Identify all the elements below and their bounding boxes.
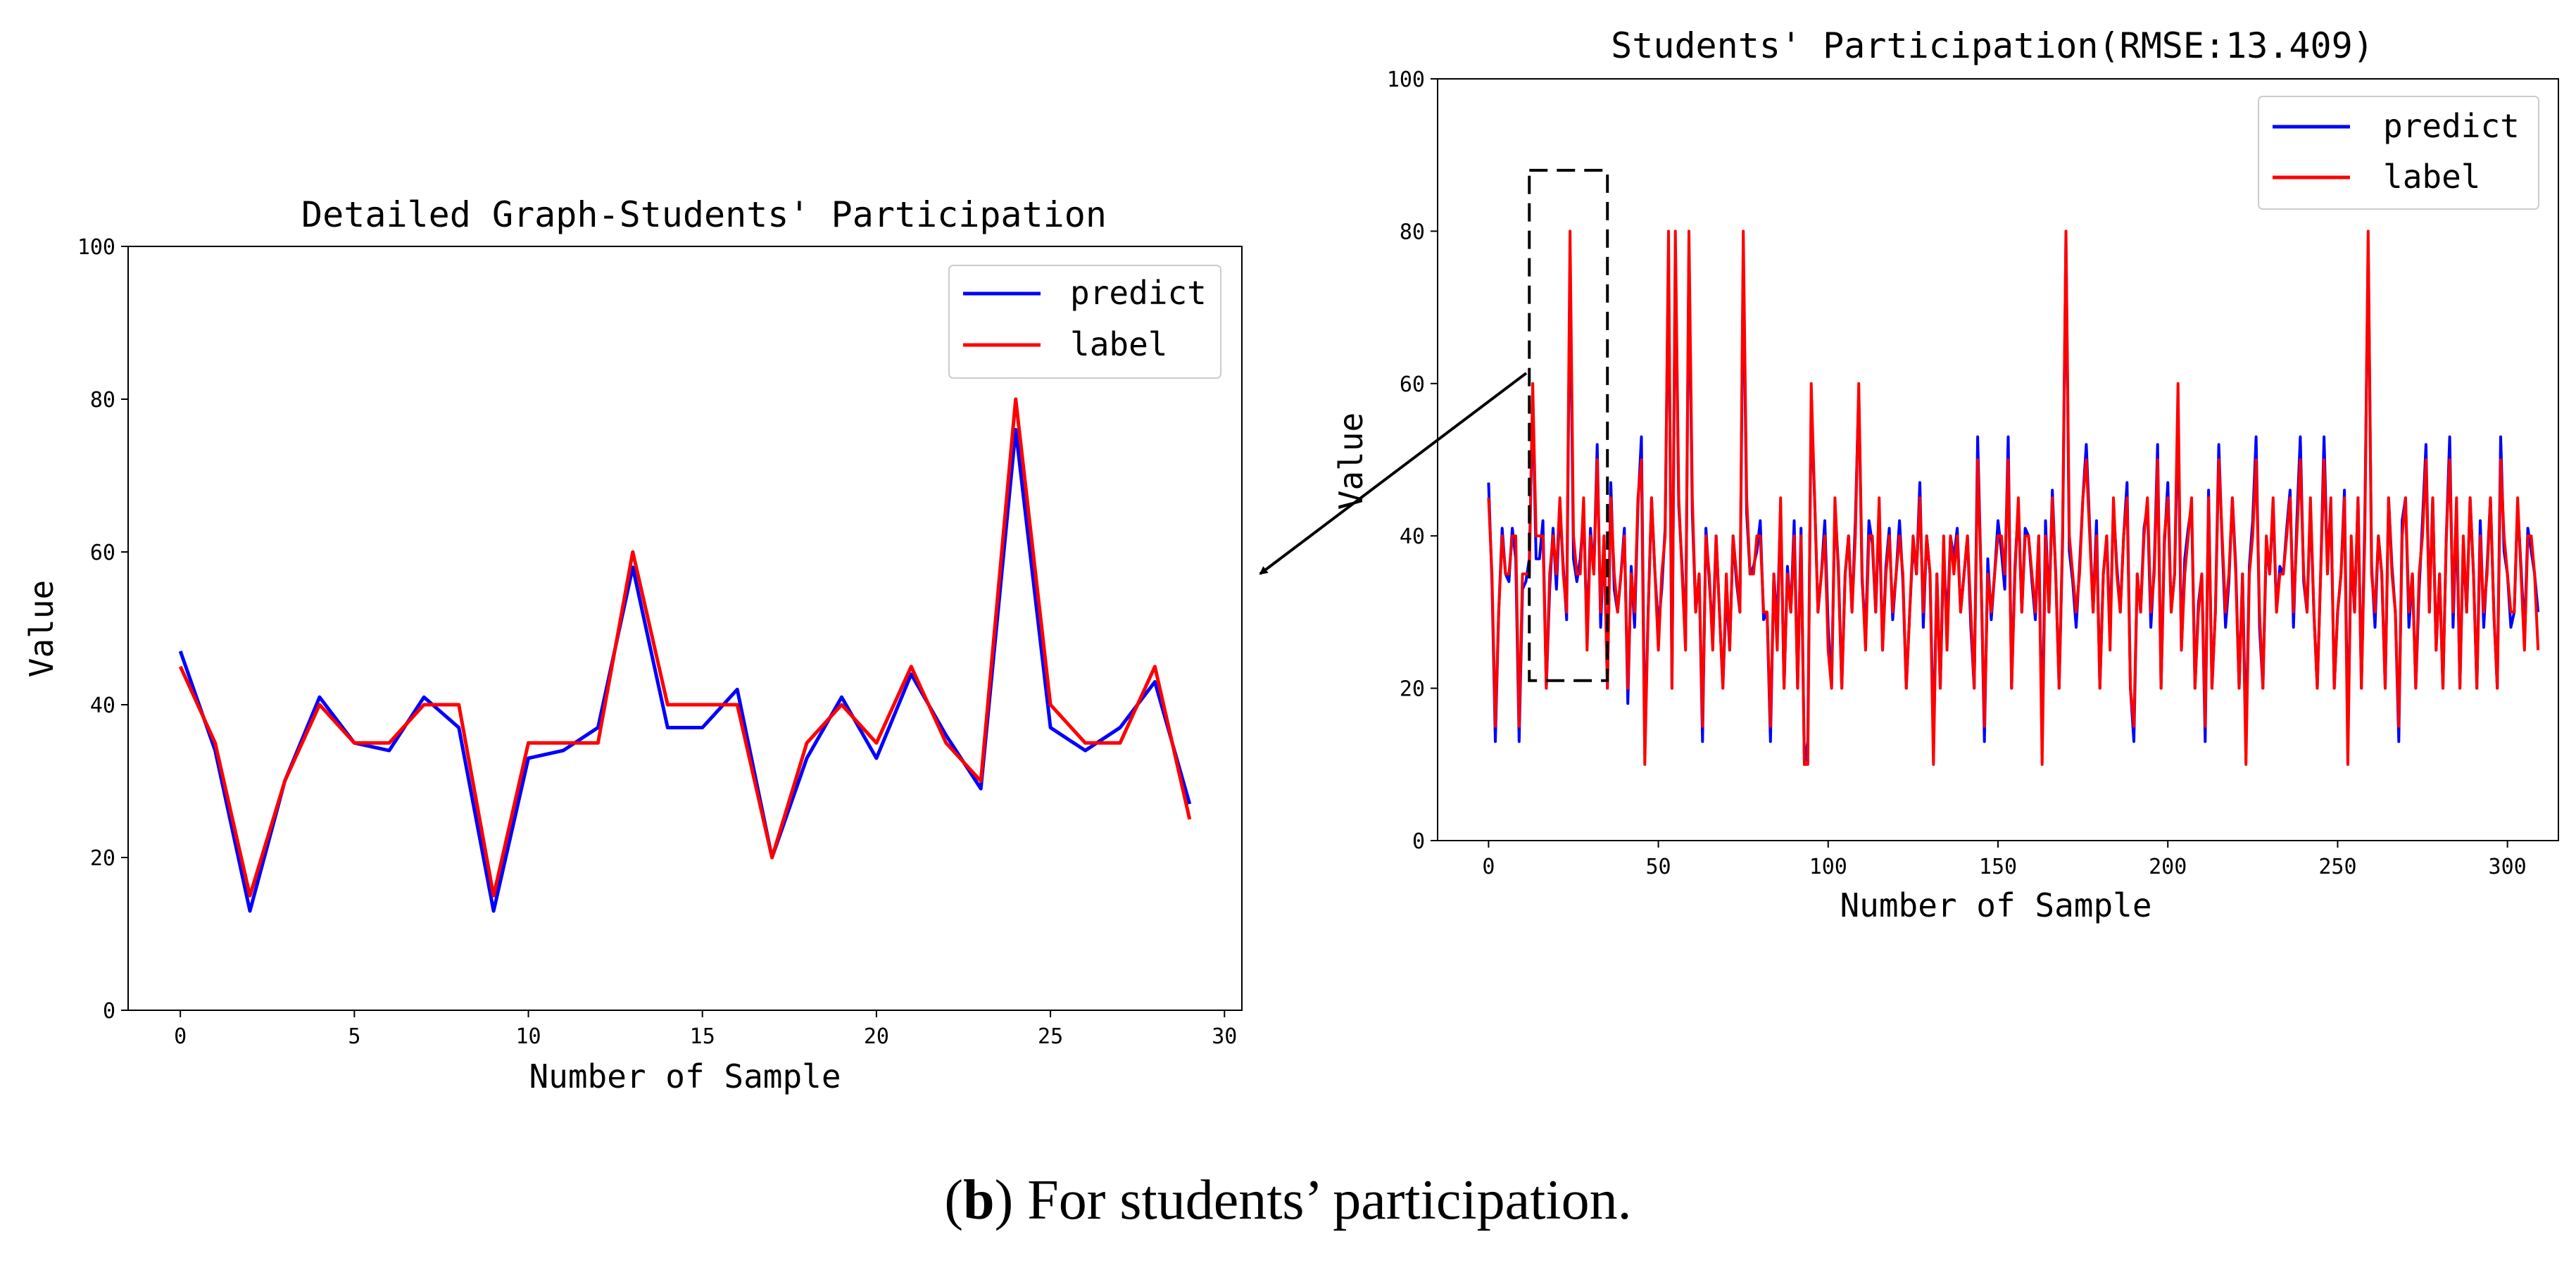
legend: predict label (948, 265, 1221, 379)
y-tick-label: 80 (1400, 220, 1425, 244)
chart-title: Detailed Graph-Students' Participation (301, 194, 1107, 235)
x-tick-label: 10 (515, 1024, 541, 1049)
x-tick-label: 20 (864, 1024, 889, 1049)
y-tick-label: 0 (103, 999, 115, 1024)
zoom-region-box (1528, 168, 1609, 682)
zoom-arrow (1259, 372, 1528, 575)
x-tick-label: 25 (1038, 1024, 1063, 1049)
legend-predict-label: predict (2383, 107, 2520, 145)
legend-label-label: label (2383, 158, 2480, 196)
y-axis-label: Value (23, 580, 61, 677)
y-tick-label: 100 (77, 235, 115, 260)
y-tick-label: 60 (90, 541, 115, 565)
plot-frame (1437, 78, 2559, 841)
x-tick-label: 250 (2318, 855, 2356, 879)
y-tick-label: 20 (90, 846, 115, 871)
series-line-predict (178, 427, 1192, 913)
y-tick-label: 60 (1400, 372, 1425, 397)
y-axis-label: Value (1332, 413, 1370, 510)
y-axis: 0 20 40 60 80 100 (1387, 68, 1438, 854)
x-tick-label: 0 (174, 1024, 187, 1049)
x-axis-label: Number of Sample (529, 1057, 841, 1095)
y-tick-label: 40 (1400, 524, 1425, 549)
x-tick-label: 5 (348, 1024, 360, 1049)
caption-letter: b (963, 1169, 995, 1231)
caption-text: ) For students’ participation. (994, 1169, 1632, 1231)
y-tick-label: 80 (90, 388, 115, 413)
x-axis-label: Number of Sample (1840, 886, 2151, 924)
x-tick-label: 15 (690, 1024, 715, 1049)
legend-box (2258, 96, 2539, 210)
series-line-label (178, 397, 1192, 898)
legend-predict-label: predict (1070, 274, 1207, 312)
x-tick-label: 300 (2489, 855, 2527, 879)
detailed-participation-chart: Detailed Graph-Students' Participation 0… (23, 194, 1243, 1095)
x-axis: 0 50 100 150 200 250 300 (1482, 841, 2527, 879)
y-tick-label: 100 (1387, 68, 1425, 92)
y-tick-label: 20 (1400, 677, 1425, 702)
y-tick-label: 0 (1412, 829, 1425, 854)
y-axis: 0 20 40 60 80 100 (77, 235, 128, 1024)
series-group (1487, 230, 2540, 766)
x-tick-label: 200 (2149, 855, 2187, 879)
legend-label-label: label (1070, 325, 1167, 363)
series-group (178, 397, 1192, 913)
x-tick-label: 30 (1212, 1024, 1237, 1049)
plot-frame (127, 246, 1243, 1011)
x-tick-label: 100 (1809, 855, 1847, 879)
chart-title: Students' Participation(RMSE:13.409) (1611, 25, 2374, 66)
caption-open: ( (944, 1169, 964, 1231)
legend: predict label (2258, 96, 2539, 210)
series-line-label (1487, 230, 2540, 766)
figure-caption: (b) For students’ participation. (0, 1169, 2576, 1233)
x-tick-label: 50 (1646, 855, 1671, 879)
y-tick-label: 40 (90, 693, 115, 718)
x-tick-label: 150 (1979, 855, 2017, 879)
x-tick-label: 0 (1482, 855, 1495, 879)
x-axis: 0 5 10 15 20 25 30 (174, 1010, 1237, 1049)
participation-overview-chart: Students' Participation(RMSE:13.409) 0 20… (1332, 25, 2559, 924)
